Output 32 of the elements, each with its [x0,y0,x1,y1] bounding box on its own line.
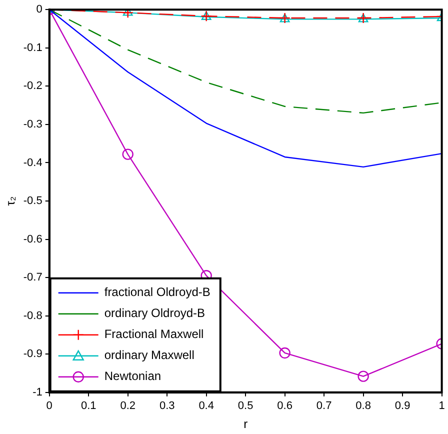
legend-label: ordinary Maxwell [104,348,194,362]
legend-label: ordinary Oldroyd-B [104,306,206,320]
y-tick-label: -0.4 [23,156,42,169]
legend-label: Newtonian [104,369,162,384]
x-axis-title: r [244,417,248,432]
y-tick-label: -0.5 [23,195,42,208]
legend-label: Fractional Maxwell [104,327,204,342]
y-tick-label: -0.8 [23,310,42,322]
y-tick-label: -0.7 [23,272,42,284]
point [122,148,134,160]
y-tick-label: 0 [36,4,42,16]
x-tick-label: 0.6 [277,400,292,412]
x-tick-label: 0.9 [394,400,410,412]
x-tick-label: 0.1 [80,400,96,412]
point [279,347,290,359]
x-tick-label: 1 [438,400,445,412]
x-tick-label: 0.5 [238,400,254,412]
x-tick-label: 0.4 [198,400,214,412]
legend-label: fractional Oldroyd-B [104,285,210,300]
point [358,370,369,382]
y-tick-label: -0.6 [23,233,42,246]
x-tick-label: 0.3 [159,400,175,412]
x-tick-label: 0 [46,400,52,412]
y-tick-label: -0.1 [23,42,42,54]
y-tick-label: -1 [32,386,42,398]
y-tick-label: -0.2 [23,80,42,92]
x-tick-label: 0.7 [316,400,332,412]
y-tick-label: -0.9 [23,348,42,360]
y-tick-label: -0.3 [23,118,42,130]
x-tick-label: 0.8 [356,400,371,412]
y-axis-title: τ₂ [4,196,18,206]
x-tick-label: 0.2 [120,400,136,412]
